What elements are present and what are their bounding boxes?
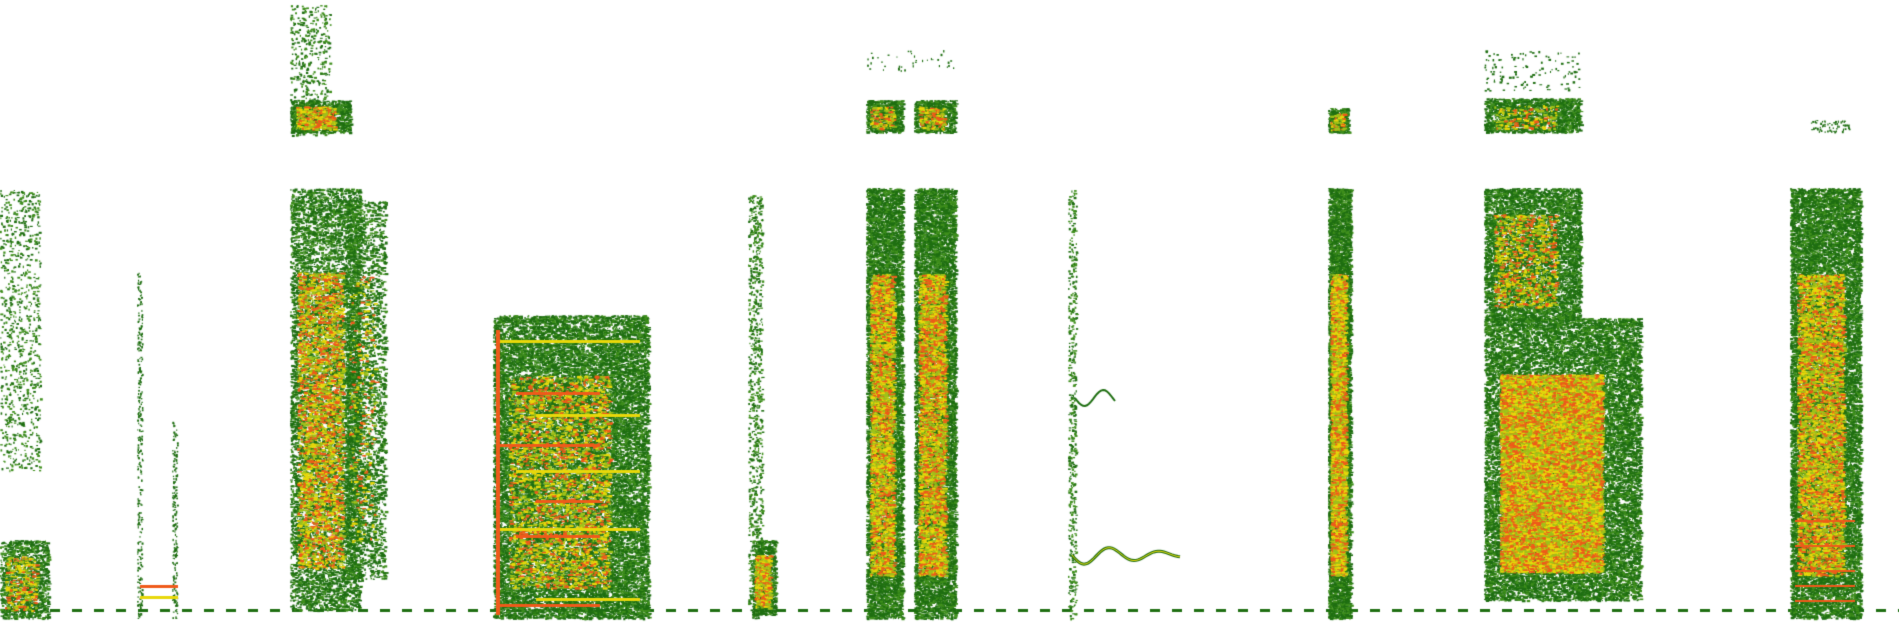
spectrogram-view (0, 0, 1899, 625)
spectrogram-canvas (0, 0, 1899, 625)
